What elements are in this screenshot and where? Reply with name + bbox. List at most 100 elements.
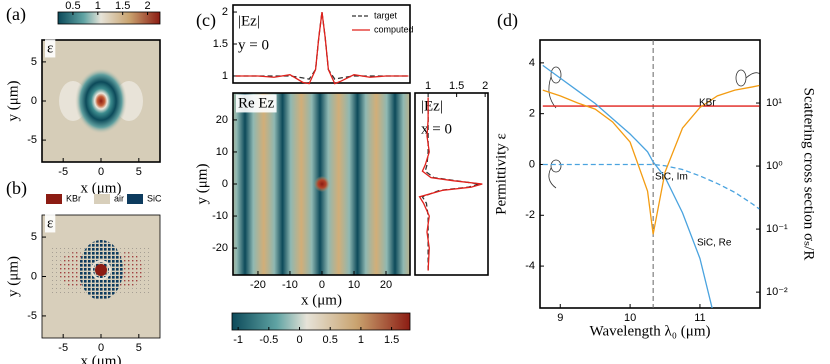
field-image-a (42, 40, 160, 162)
y2-tick-label: 10⁻¹ (766, 223, 788, 235)
colorbar (231, 312, 411, 331)
y2-axis-label: Scattering cross section σₛ/R (801, 88, 817, 261)
colorbar-tick-label: 0.5 (323, 334, 338, 346)
x-tick-label: -5 (58, 342, 68, 354)
plot-area (542, 40, 760, 308)
x-tick-label: -10 (282, 279, 298, 291)
annotation: SiC, Re (697, 238, 732, 249)
field-image-c (233, 93, 410, 275)
legend-swatch (127, 194, 143, 204)
y2-tick-label: 10⁻² (766, 286, 788, 298)
inset-label: ε (47, 215, 53, 231)
x-tick-label: 1.5 (449, 80, 464, 92)
y-tick-label: 10 (216, 146, 228, 158)
y-tick-label: -5 (27, 134, 37, 146)
axes-frame (539, 39, 761, 309)
colorbar-tick-label: 1.5 (115, 0, 130, 12)
x-tick-label: 10 (624, 312, 636, 324)
y-tick-label: 0 (31, 270, 37, 282)
inset-sublabel: y = 0 (238, 37, 269, 53)
y-tick-label: -4 (525, 260, 535, 272)
series-line (235, 11, 409, 85)
y2-tick-label: 10¹ (766, 97, 782, 109)
inset-label: Re Ez (238, 95, 275, 111)
panel-label: (b) (6, 178, 27, 199)
annotation: KBr (699, 98, 716, 109)
y-axis-label: Permittivity ε (493, 133, 509, 215)
x-tick-label: 5 (136, 166, 142, 178)
x-tick-label: 0 (98, 342, 104, 354)
material-image-b (42, 215, 160, 338)
annotation: SiC, Im (655, 172, 688, 183)
x-tick-label: 5 (136, 342, 142, 354)
y-tick-label: -2 (525, 209, 535, 221)
colorbar-tick-label: 1 (358, 334, 364, 346)
y-tick-label: 5 (31, 231, 37, 243)
colorbar-tick-label: 1.5 (384, 334, 399, 346)
panel-label: (c) (196, 10, 216, 31)
y2-tick-label: 10⁰ (766, 160, 783, 172)
x-axis-label: x (μm) (81, 180, 122, 196)
y-tick-label: 2 (529, 108, 535, 120)
y-tick-label: -5 (27, 310, 37, 322)
y-tick-label: 2 (222, 6, 228, 18)
y-tick-label: 0 (529, 158, 535, 170)
series-line (418, 97, 483, 271)
legend-swatch (94, 194, 110, 204)
y-tick-label: -20 (212, 242, 228, 254)
colorbar (57, 11, 161, 25)
panel-label: (d) (497, 10, 518, 31)
x-axis-label: x (μm) (81, 353, 122, 364)
series-line (542, 64, 713, 308)
y-tick-label: 1 (222, 70, 228, 82)
x-axis-label: Wavelength λ₀ (μm) (590, 323, 711, 339)
inset-label-bg (45, 39, 56, 58)
x-tick-label: 11 (694, 312, 705, 324)
y-axis-label: y (μm) (5, 81, 21, 122)
x-tick-label: 0 (98, 166, 104, 178)
series-line (542, 84, 760, 235)
inset-label-bg (236, 94, 277, 113)
colorbar-tick-label: 1 (95, 0, 101, 12)
x-tick-label: 9 (557, 312, 563, 324)
y-tick-label: 0 (222, 178, 228, 190)
axes-frame (414, 92, 489, 276)
y-tick-label: 0 (31, 95, 37, 107)
legend-label: target (374, 10, 398, 20)
legend-label: SiC (147, 193, 162, 203)
axis-markers (548, 66, 761, 189)
y-tick-label: 4 (529, 57, 535, 69)
colorbar-tick-label: 0.5 (65, 0, 80, 12)
x-tick-label: 1 (425, 80, 431, 92)
inset-label: |Ez| (238, 13, 260, 29)
legend-label: KBr (66, 193, 81, 203)
colorbar-tick-label: -0.5 (259, 334, 278, 346)
inset-label-bg (45, 214, 56, 233)
legend-label: air (114, 193, 124, 203)
x-tick-label: 0 (319, 279, 325, 291)
x-tick-label: 2 (482, 80, 488, 92)
inset-label: ε (47, 40, 53, 56)
y-axis-label: y (μm) (194, 164, 210, 205)
x-axis-label: x (μm) (301, 292, 342, 308)
y-axis-label: y (μm) (5, 256, 21, 297)
y-tick-label: 5 (31, 56, 37, 68)
x-tick-label: 20 (380, 279, 392, 291)
x-tick-label: -5 (58, 166, 68, 178)
y-tick-label: -10 (212, 210, 228, 222)
series-line (542, 163, 760, 210)
x-tick-label: 10 (348, 279, 360, 291)
x-tick-label: -20 (250, 279, 266, 291)
inset-sublabel: x = 0 (421, 121, 452, 137)
colorbar-tick-label: -1 (233, 334, 243, 346)
colorbar-tick-label: 2 (144, 0, 150, 12)
y-tick-label: 1.5 (213, 38, 228, 50)
legend-label: computed (374, 24, 414, 34)
legend-swatch (46, 194, 62, 204)
panel-label: (a) (6, 4, 26, 25)
inset-label: |Ez| (421, 98, 443, 114)
y-tick-label: 20 (216, 114, 228, 126)
colorbar-tick-label: 0 (296, 334, 302, 346)
